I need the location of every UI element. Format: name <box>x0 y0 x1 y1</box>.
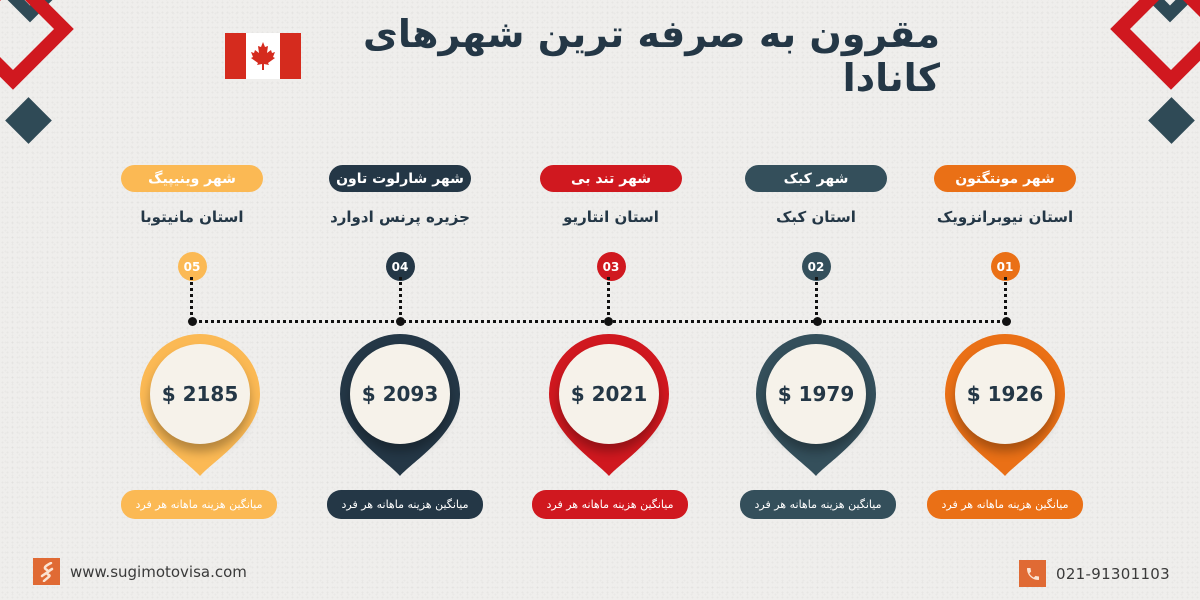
price-value: $ 2093 <box>361 382 439 406</box>
province-label: استان انتاریو <box>563 208 659 226</box>
cost-label: میانگین هزینه ماهانه هر فرد <box>532 490 688 519</box>
price-pin-02: $ 1979 <box>755 333 877 477</box>
phone-icon <box>1019 560 1046 587</box>
website-footer: www.sugimotovisa.com <box>33 558 247 585</box>
province-label: استان نیوبرانزویک <box>936 208 1074 226</box>
city-name-badge: شهر وینیپیگ <box>121 165 263 192</box>
page-title: مقرون به صرفه ترین شهرهای کانادا <box>363 11 940 100</box>
rank-badge: 05 <box>177 252 207 281</box>
header: مقرون به صرفه ترین شهرهای کانادا <box>225 12 940 100</box>
city-name-badge: شهر مونتگتون <box>934 165 1076 192</box>
city-column-01: شهر مونتگتون استان نیوبرانزویک 01 <box>915 165 1095 281</box>
canada-flag-icon <box>225 32 302 79</box>
phone-number[interactable]: 021-91301103 <box>1056 564 1170 583</box>
price-pin-05: $ 2185 <box>139 333 261 477</box>
rank-badge: 02 <box>801 252 831 281</box>
city-name-badge: شهر شارلوت تاون <box>329 165 471 192</box>
price-value: $ 2021 <box>570 382 648 406</box>
province-label: استان مانیتوبا <box>140 208 244 226</box>
city-name-badge: شهر کبک <box>745 165 887 192</box>
cost-label: میانگین هزینه ماهانه هر فرد <box>327 490 483 519</box>
province-label: استان کبک <box>776 208 856 226</box>
city-column-02: شهر کبک استان کبک 02 <box>726 165 906 281</box>
rank-badge: 01 <box>990 252 1020 281</box>
cost-label: میانگین هزینه ماهانه هر فرد <box>121 490 277 519</box>
price-value: $ 1979 <box>777 382 855 406</box>
cost-label: میانگین هزینه ماهانه هر فرد <box>740 490 896 519</box>
province-label: جزیره پرنس ادوارد <box>330 208 470 226</box>
city-column-03: شهر تند بی استان انتاریو 03 <box>521 165 701 281</box>
price-pin-04: $ 2093 <box>339 333 461 477</box>
cost-label: میانگین هزینه ماهانه هر فرد <box>927 490 1083 519</box>
city-name-badge: شهر تند بی <box>540 165 682 192</box>
price-pin-03: $ 2021 <box>548 333 670 477</box>
rank-badge: 03 <box>596 252 626 281</box>
price-value: $ 1926 <box>966 382 1044 406</box>
sugimoto-logo-icon <box>33 558 60 585</box>
city-column-05: شهر وینیپیگ استان مانیتوبا 05 <box>102 165 282 281</box>
website-link[interactable]: www.sugimotovisa.com <box>70 562 247 581</box>
phone-footer: 021-91301103 <box>1019 560 1170 587</box>
price-pin-01: $ 1926 <box>944 333 1066 477</box>
price-value: $ 2185 <box>161 382 239 406</box>
city-column-04: شهر شارلوت تاون جزیره پرنس ادوارد 04 <box>310 165 490 281</box>
maple-leaf-icon <box>251 41 276 70</box>
rank-badge: 04 <box>385 252 415 281</box>
